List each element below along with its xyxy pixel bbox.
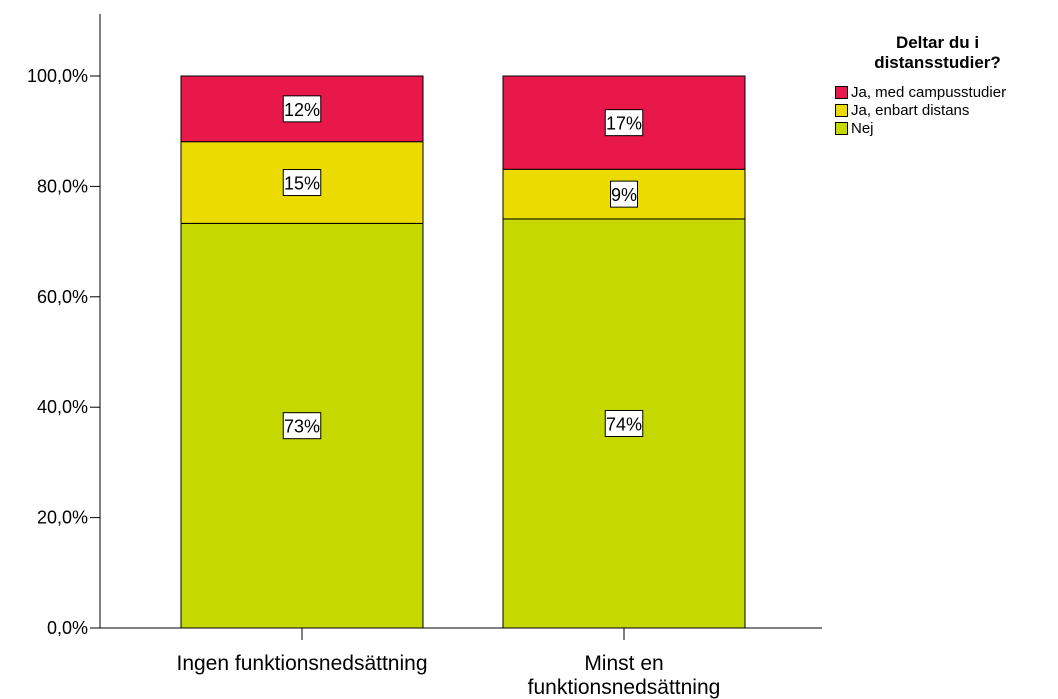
y-tick-label: 60,0% <box>37 287 88 307</box>
x-tick-label: funktionsnedsättning <box>528 676 721 699</box>
x-tick-label: Minst en <box>584 652 663 675</box>
legend-label: Ja, enbart distans <box>851 102 970 119</box>
data-label: 15% <box>284 174 320 194</box>
legend-title-line-2: distansstudier? <box>874 53 1001 72</box>
y-tick-label: 20,0% <box>37 508 88 528</box>
data-label-box <box>604 109 644 137</box>
y-tick-label: 0,0% <box>47 618 88 638</box>
x-tick-label: Ingen funktionsnedsättning <box>176 652 427 675</box>
data-label-box <box>282 169 322 197</box>
y-tick-label: 40,0% <box>37 397 88 417</box>
legend-swatch-green <box>835 122 848 135</box>
y-tick-label: 80,0% <box>37 176 88 196</box>
data-label: 74% <box>606 414 642 434</box>
legend-label: Ja, med campusstudier <box>851 84 1007 101</box>
legend-item-ja-med-campusstudier: Ja, med campusstudier <box>835 84 1006 101</box>
data-label-box <box>282 95 322 123</box>
legend-title-line-1: Deltar du i <box>895 33 980 52</box>
data-label-box <box>282 412 322 440</box>
legend-title: Deltar du i distansstudier? <box>830 33 1045 73</box>
data-label-box <box>604 409 644 437</box>
data-label-box <box>610 180 638 208</box>
legend-swatch-red <box>835 86 848 99</box>
legend-label: Nej <box>851 120 874 137</box>
data-label: 12% <box>284 100 320 120</box>
data-label: 9% <box>611 185 637 205</box>
legend-item-nej: Nej <box>835 120 874 137</box>
data-label: 17% <box>606 114 642 134</box>
legend-item-ja-enbart-distans: Ja, enbart distans <box>835 102 969 119</box>
data-label: 73% <box>284 417 320 437</box>
y-tick-label: 100,0% <box>27 66 88 86</box>
legend-swatch-yellow <box>835 104 848 117</box>
